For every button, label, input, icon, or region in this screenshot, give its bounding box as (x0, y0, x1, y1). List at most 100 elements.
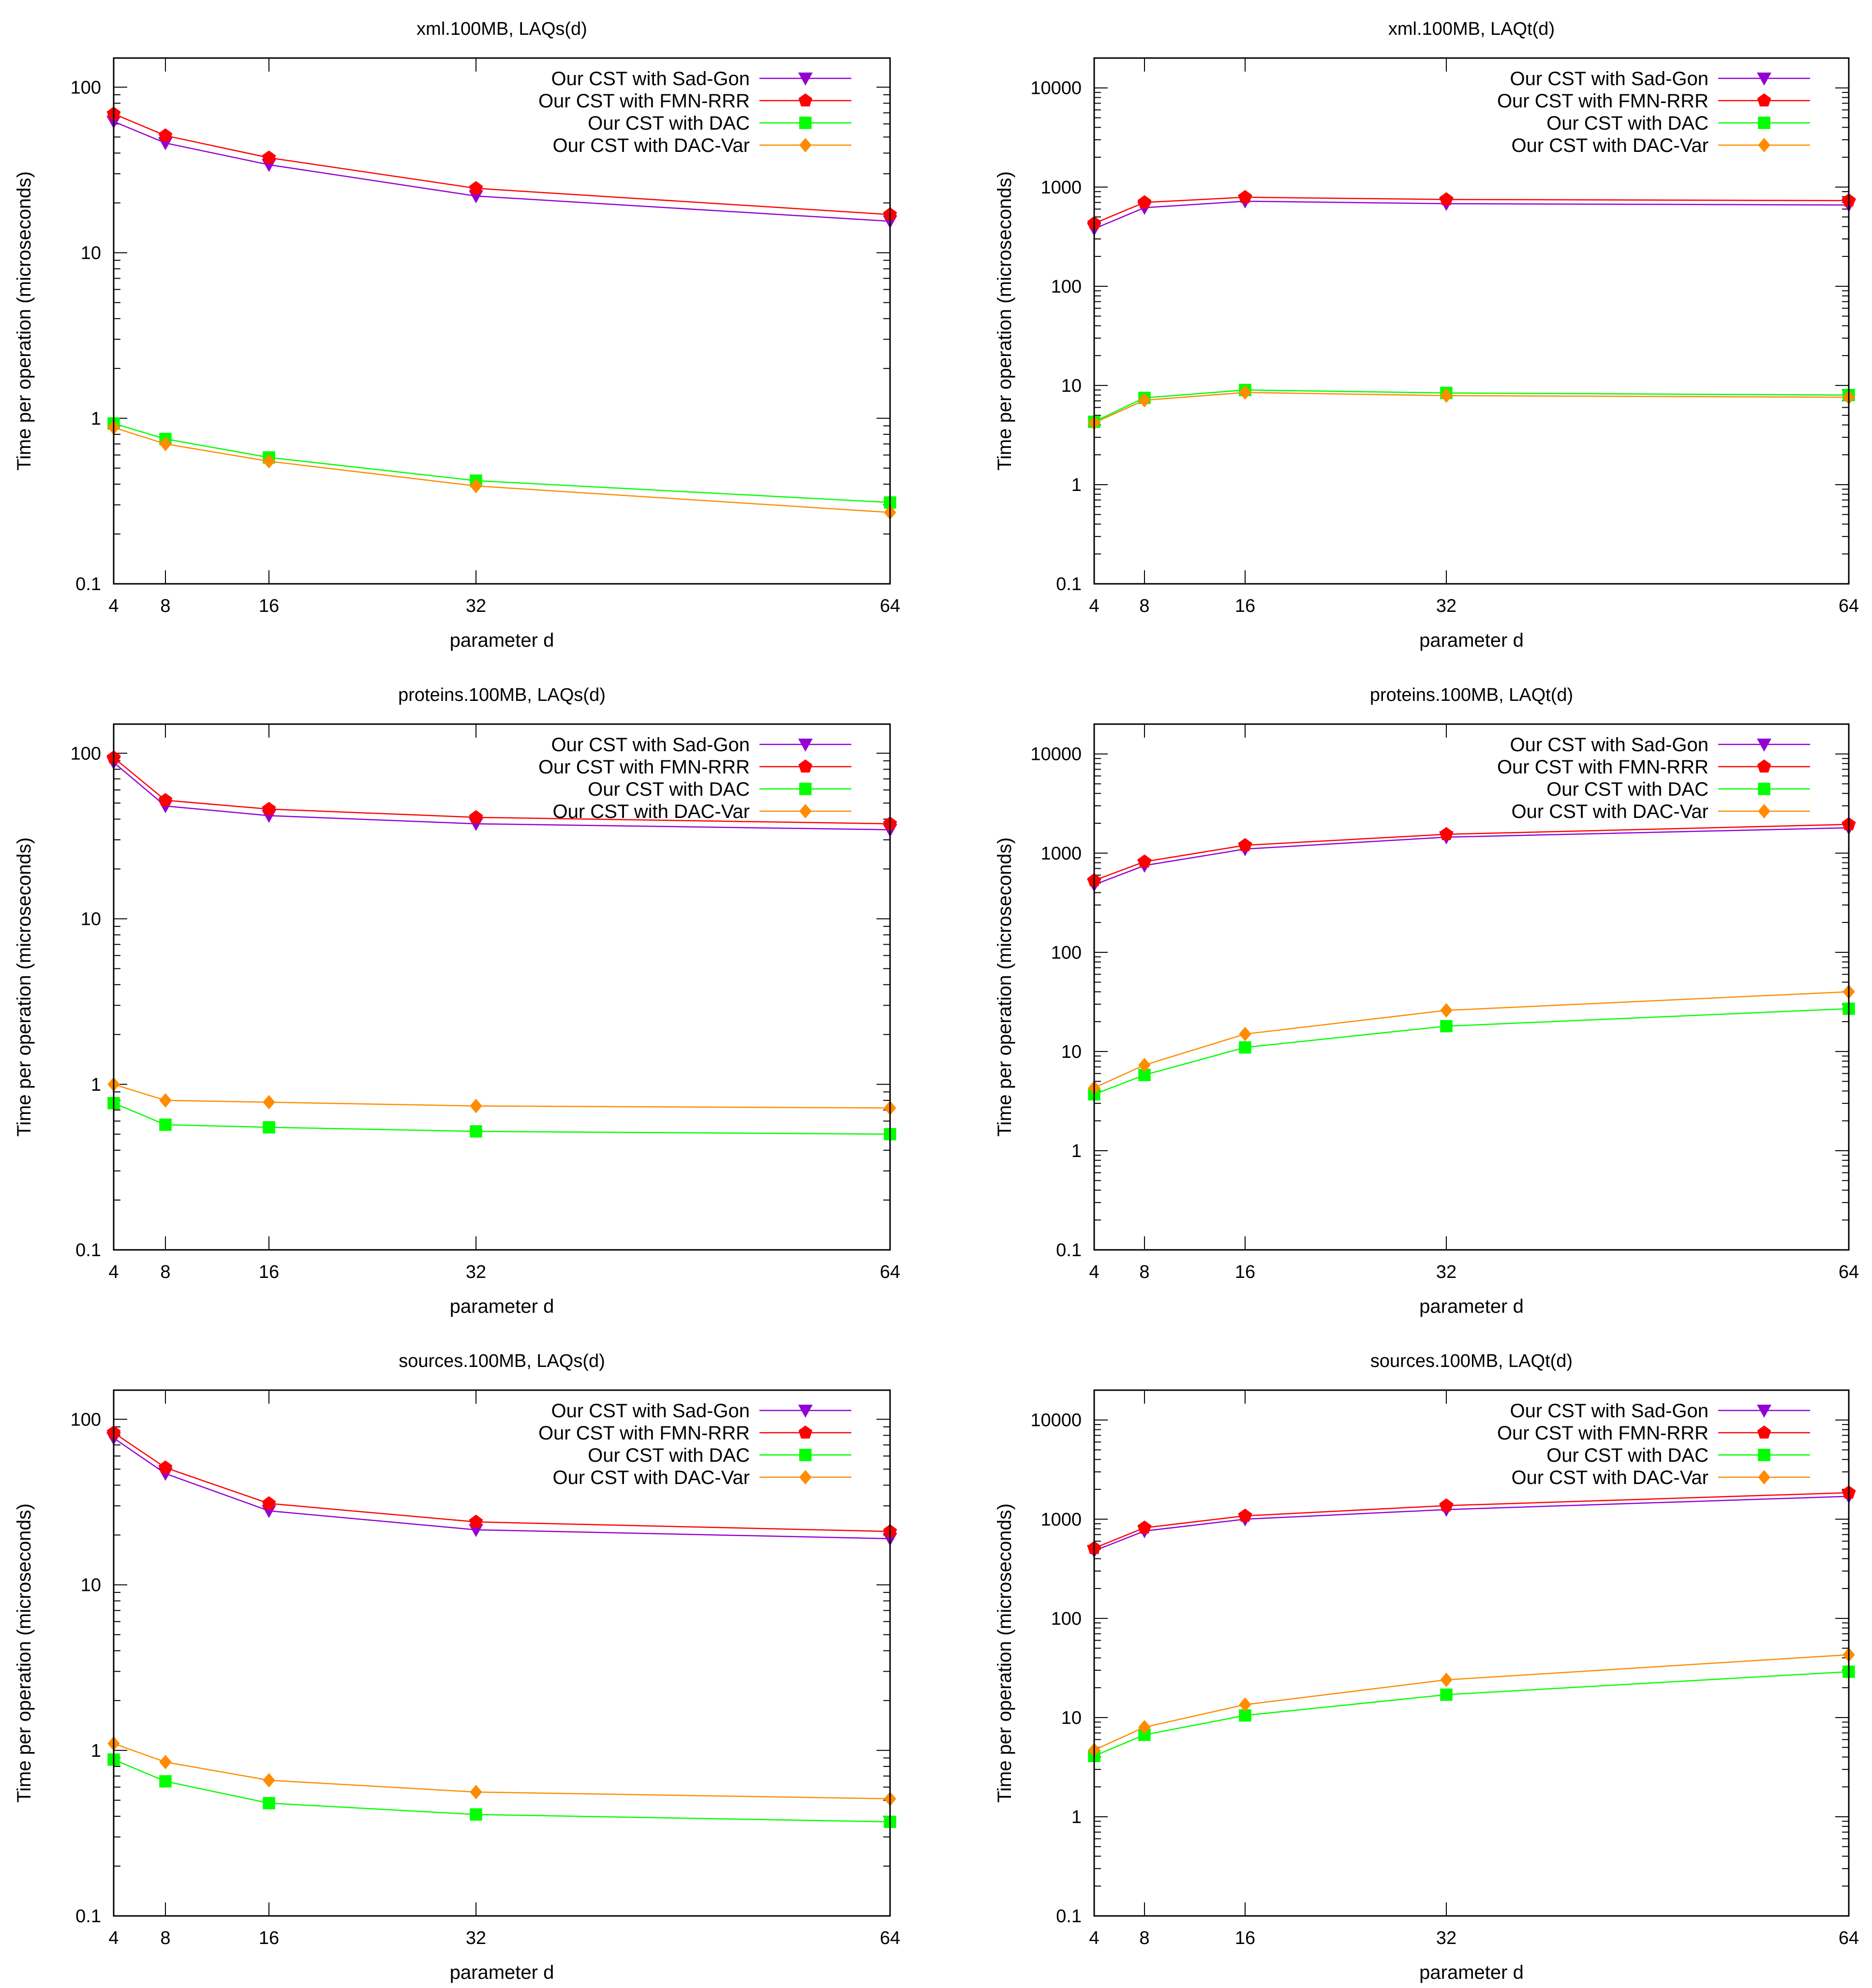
y-tick-label: 0.1 (75, 1906, 101, 1927)
y-tick-label: 10 (81, 909, 101, 930)
legend-label: Our CST with Sad-Gon (1510, 1400, 1709, 1422)
series-our-cst-with-dac-var (1088, 984, 1855, 1096)
data-point (1239, 1026, 1251, 1041)
series-our-cst-with-fmn-rrr (1087, 1485, 1856, 1554)
legend-label: Our CST with FMN-RRR (538, 90, 750, 112)
x-axis-label: parameter d (450, 630, 554, 651)
y-axis-label: Time per operation (microseconds) (14, 837, 35, 1137)
data-point (263, 1121, 275, 1134)
x-tick-label: 16 (1235, 1928, 1255, 1948)
x-tick-label: 4 (108, 1262, 119, 1282)
legend-marker (1758, 138, 1770, 152)
x-tick-label: 32 (466, 596, 486, 616)
legend-marker (1758, 117, 1770, 129)
x-tick-label: 4 (108, 596, 119, 616)
plot-frame (1093, 723, 1850, 1251)
chart-title: xml.100MB, LAQs(d) (416, 19, 587, 39)
x-tick-label: 8 (1139, 1928, 1149, 1948)
data-point (159, 1118, 172, 1131)
data-point (1239, 385, 1251, 400)
y-axis-label: Time per operation (microseconds) (994, 171, 1015, 471)
data-point (1137, 1520, 1152, 1534)
data-point (1239, 1041, 1251, 1054)
legend-label: Our CST with FMN-RRR (1497, 757, 1709, 778)
x-tick-label: 4 (1089, 1928, 1099, 1948)
data-point (1440, 1020, 1453, 1033)
plot-frame (1093, 57, 1850, 585)
series-our-cst-with-dac-var (107, 420, 896, 520)
x-tick-label: 64 (1839, 1928, 1859, 1948)
y-tick-label: 1000 (1040, 844, 1082, 864)
legend-label: Our CST with DAC (588, 113, 750, 134)
y-tick-label: 1 (1071, 1807, 1082, 1827)
plot-frame (1093, 1389, 1850, 1917)
legend-label: Our CST with FMN-RRR (1497, 90, 1709, 112)
series-our-cst-with-fmn-rrr (1087, 190, 1856, 230)
chart-panel-3: proteins.100MB, LAQs(d) 0.1 1 10 100 4 8 16 32 64… (14, 685, 900, 1317)
data-point (1239, 1709, 1251, 1722)
x-tick-label: 64 (1839, 596, 1859, 616)
legend-label: Our CST with FMN-RRR (538, 757, 750, 778)
x-tick-label: 4 (108, 1928, 119, 1948)
data-point (469, 1514, 483, 1528)
data-point (470, 1098, 482, 1113)
data-point (470, 1808, 482, 1821)
legend-marker (1758, 1449, 1770, 1461)
y-tick-label: 10000 (1030, 1410, 1082, 1431)
x-tick-label: 16 (259, 1928, 279, 1948)
data-point (263, 1797, 275, 1810)
legend-label: Our CST with DAC-Var (553, 1467, 750, 1488)
legend-label: Our CST with Sad-Gon (1510, 734, 1709, 756)
legend-marker (798, 1425, 813, 1439)
data-point (1440, 388, 1453, 403)
data-point (1238, 838, 1252, 851)
series-our-cst-with-fmn-rrr (1087, 817, 1856, 887)
y-axis-label: Time per operation (microseconds) (994, 1503, 1015, 1803)
plot-frame (113, 723, 891, 1251)
y-tick-label: 100 (1051, 277, 1082, 297)
y-tick-label: 1 (1071, 1141, 1082, 1161)
data-point (263, 1095, 275, 1110)
data-point (159, 436, 172, 451)
y-tick-label: 1000 (1040, 1510, 1082, 1530)
x-tick-label: 64 (880, 596, 900, 616)
legend-marker (798, 73, 813, 86)
y-tick-label: 1000 (1040, 178, 1082, 198)
chart-panel-1: xml.100MB, LAQs(d) 0.1 1 10 100 4 8 16 32 64 param… (14, 19, 900, 651)
x-tick-label: 8 (160, 1928, 170, 1948)
legend-marker (1757, 1405, 1771, 1418)
y-tick-label: 10 (1061, 1708, 1082, 1728)
x-tick-label: 4 (1089, 596, 1099, 616)
y-tick-label: 0.1 (1056, 574, 1082, 594)
plot-frame (113, 57, 891, 585)
y-axis-label: Time per operation (microseconds) (14, 1503, 35, 1803)
data-point (470, 478, 482, 493)
legend-marker (798, 759, 813, 773)
legend-marker (1757, 93, 1771, 107)
chart-panel-4: proteins.100MB, LAQt(d) 0.1 1 10 100 1000 1000… (994, 685, 1859, 1317)
legend-marker (1757, 73, 1771, 86)
legend-label: Our CST with FMN-RRR (538, 1423, 750, 1444)
x-axis-label: parameter d (450, 1296, 554, 1317)
data-point (1238, 1508, 1252, 1522)
x-axis-label: parameter d (1419, 1296, 1524, 1317)
legend-marker (799, 138, 812, 152)
chart-title: sources.100MB, LAQs(d) (399, 1351, 605, 1371)
legend-marker (798, 93, 813, 107)
data-point (1137, 854, 1152, 868)
y-tick-label: 10 (1061, 1042, 1082, 1062)
y-tick-label: 100 (71, 743, 101, 764)
x-tick-label: 16 (1235, 1262, 1255, 1282)
x-axis-label: parameter d (1419, 1962, 1524, 1983)
y-tick-label: 100 (71, 77, 101, 98)
y-tick-label: 10 (81, 243, 101, 264)
data-point (158, 128, 173, 142)
legend-label: Our CST with Sad-Gon (1510, 68, 1709, 89)
data-point (1138, 1057, 1151, 1072)
x-tick-label: 16 (259, 1262, 279, 1282)
chart-title: proteins.100MB, LAQt(d) (1370, 685, 1573, 705)
series-our-cst-with-fmn-rrr (106, 1425, 897, 1538)
x-axis-label: parameter d (450, 1962, 554, 1983)
y-tick-label: 0.1 (75, 1240, 101, 1261)
